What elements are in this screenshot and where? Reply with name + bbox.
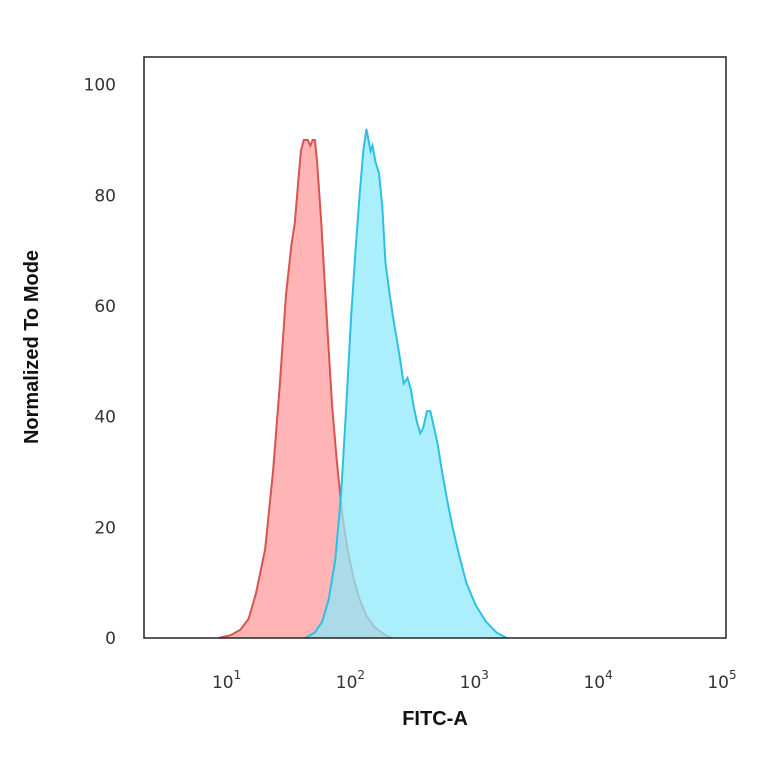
- x-tick-label: 104: [583, 668, 612, 693]
- x-tick-label: 102: [336, 668, 365, 693]
- y-tick-label: 80: [94, 186, 116, 206]
- y-tick-label: 40: [94, 408, 116, 428]
- series-line-2: [304, 128, 508, 639]
- series-layer: [218, 128, 508, 639]
- x-tick-label: 103: [460, 668, 489, 693]
- y-tick-label: 100: [84, 76, 116, 96]
- x-tick-label: 105: [707, 668, 736, 693]
- y-tick-label: 0: [105, 629, 116, 649]
- plot-frame: [143, 56, 727, 639]
- x-tick-label: 101: [212, 668, 241, 693]
- y-tick-label: 20: [94, 518, 116, 538]
- series-area-1: [218, 140, 392, 638]
- y-axis-title: Normalized To Mode: [21, 250, 43, 444]
- x-axis-title: FITC-A: [402, 708, 468, 730]
- y-axis-ticks: 0 20 40 60 80 100: [84, 76, 116, 649]
- y-tick-label: 60: [94, 297, 116, 317]
- x-axis-ticks: 101 102 103 104 105: [212, 668, 737, 693]
